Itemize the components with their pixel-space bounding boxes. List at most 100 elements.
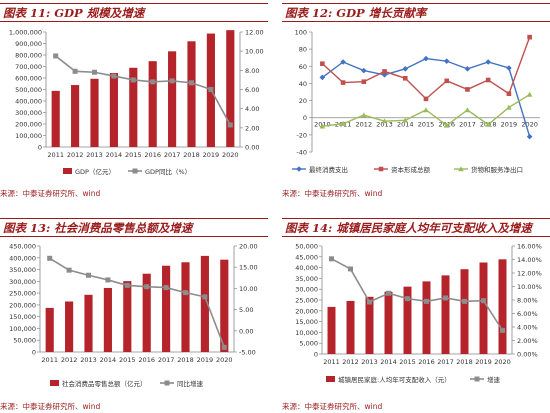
x-tick-label: 2020 [494,358,511,366]
line-marker [111,73,117,79]
y-tick-label-right: 2.00% [517,337,538,345]
chart-gdp-contribution: -40-200204060801002010201120122013201420… [292,29,540,174]
source-note: 来源：中泰证券研究所、wind [282,402,383,411]
y-tick-label: 40 [299,80,307,88]
series-line [55,55,232,126]
line-marker [130,77,136,83]
x-tick-label: 2018 [177,356,194,364]
x-tick-label: 2014 [106,151,123,159]
bar [142,273,151,352]
line-marker [340,120,346,126]
x-tick-label: 2019 [475,358,492,366]
y-tick-label-left: 450,000 [9,243,36,251]
line-marker [361,112,367,118]
x-tick-label: 2014 [397,121,414,129]
y-tick-label-right: 8.00 [245,67,259,75]
y-tick-label-left: 100,000 [15,132,42,140]
series-line [49,257,226,348]
y-tick-label-left: 200,000 [15,121,42,129]
line-marker [319,123,326,129]
line-marker [382,69,387,74]
line-marker [150,79,156,85]
x-tick-label: 2019 [203,151,220,159]
line-marker [423,107,429,113]
chart-urban-income: 0 5,000 10,000 15,000 20,000 25,000 30,000 35,0… [295,243,542,385]
line-marker [169,78,175,84]
y-tick-label-left: 1,000,000 [9,29,42,37]
bar [45,307,54,352]
x-tick-label: 2013 [376,121,393,129]
line-marker [423,55,429,62]
legend-swatch-bar [326,376,335,382]
x-tick-label: 2017 [164,151,181,159]
x-tick-label: 2019 [197,356,214,364]
line-marker [506,91,512,97]
chart-title: 图表 11: GDP 规模及增速 [3,5,145,20]
line-marker [72,68,78,74]
legend-label: 资本形成总额 [391,165,431,174]
line-marker [144,284,150,290]
line-marker [348,266,353,272]
y-tick-label-right: 6.00% [517,310,538,318]
line-marker [465,87,470,92]
line-marker [481,298,486,304]
chart-title-bar: 图表 13: 社会消费品零售总额及增速 [0,218,268,237]
line-marker [527,34,532,40]
legend-swatch-marker [458,166,464,172]
source-note: 来源：中泰证券研究所、wind [0,189,101,198]
chart-panel-urban-income: 图表 14: 城镇居民家庭人均年可支配收入及增速 0 5,000 10,000 15,… [282,214,550,413]
y-tick-label-left: 400,000 [15,98,42,106]
line-marker [367,299,372,305]
line-marker [105,277,111,283]
series-line [331,258,504,331]
x-tick-label: 2016 [418,358,435,366]
chart-title-bar: 图表 11: GDP 规模及增速 [0,3,268,22]
legend-label: 货物和服务净出口 [471,165,523,174]
legend-label: 社会消费品零售总额（亿元） [62,379,147,388]
y-tick-label-right: 15.00 [239,264,258,272]
y-tick-label-left: 100,000 [9,325,36,333]
line-marker [506,65,512,71]
y-tick-label: 0 [303,114,307,122]
y-tick-label-right: -5.00 [239,349,256,357]
y-tick-label-left: 30,000 [295,286,318,294]
bar [498,259,507,354]
bar [65,301,74,352]
x-tick-label: 2020 [222,151,239,159]
y-tick-label-left: 15,000 [295,318,318,326]
y-tick-label-left: 50,000 [13,337,36,345]
bar [51,90,60,147]
bar [162,265,171,352]
y-tick-label-right: 4.00 [245,105,259,113]
y-tick-label-right: 12.00% [517,270,542,278]
y-tick-label-left: 10,000 [295,329,318,337]
bar [148,61,157,147]
line-marker [340,80,346,85]
line-marker [464,107,471,113]
line-marker [402,66,409,72]
y-tick-label: 80 [299,46,307,54]
y-tick-label-right: 10.00 [245,48,264,56]
y-tick-label: -40 [296,149,307,157]
line-marker [202,294,208,300]
y-tick-label-left: 200,000 [9,301,36,309]
y-tick-label-left: 50,000 [295,243,318,251]
x-tick-label: 2018 [183,151,200,159]
x-tick-label: 2012 [356,121,373,129]
line-marker [485,121,491,127]
y-tick-label-left: 0 [32,349,36,357]
x-tick-label: 2013 [86,151,103,159]
y-tick-label-right: 0.00% [517,351,538,359]
line-marker [443,58,450,64]
y-tick-label-left: 400,000 [9,254,36,262]
y-tick-label-left: 300,000 [9,278,36,286]
series-line [321,36,531,100]
line-marker [86,272,91,278]
y-tick-label-right: 20.00 [239,243,258,251]
bar [441,275,450,354]
bar [220,259,229,352]
x-tick-label: 2018 [456,358,473,366]
y-tick-label-right: 6.00 [245,86,259,94]
chart-gdp: 0 100,000 200,000 300,000 400,000 500,000 600,… [9,29,264,177]
bar [422,281,431,354]
